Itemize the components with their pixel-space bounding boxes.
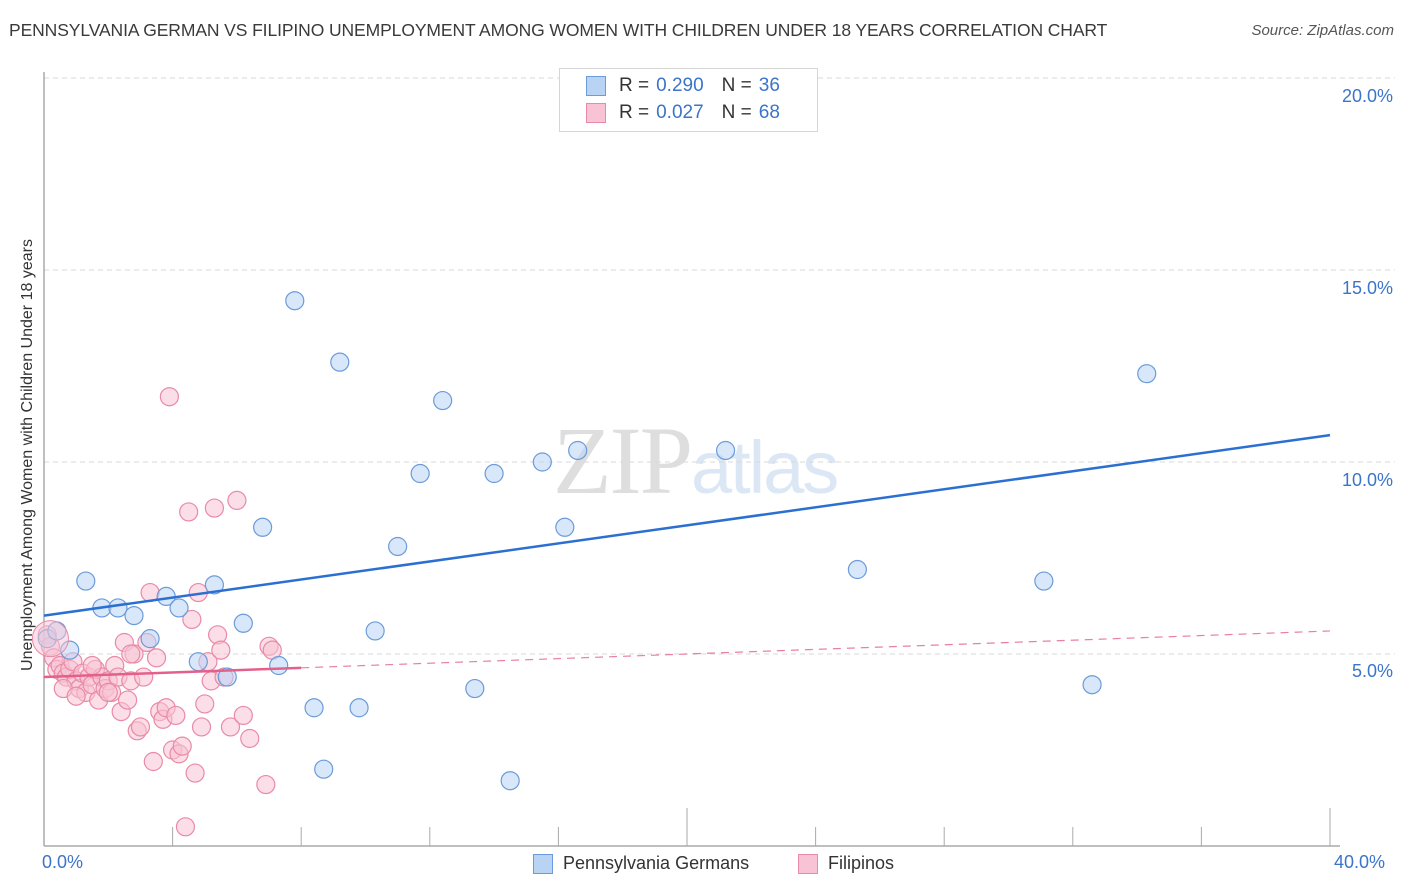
- legend-label-filipinos: Filipinos: [828, 853, 895, 873]
- pennsylvania-german-point: [269, 655, 289, 676]
- filipino-point: [233, 705, 253, 726]
- legend-row-pennsylvania-germans: R = 0.290 N = 36: [586, 74, 780, 98]
- filipino-point: [134, 667, 154, 687]
- filipino-point: [98, 682, 118, 703]
- filipino-point: [117, 690, 138, 710]
- blue-swatch-icon: [533, 853, 553, 874]
- filipino-point: [195, 694, 215, 714]
- pennsylvania-german-point: [330, 352, 350, 372]
- filipino-point: [220, 717, 241, 737]
- pennsylvania-german-point: [484, 463, 504, 484]
- x-tick-min: 0.0%: [42, 852, 84, 872]
- source-label: Source: ZipAtlas.com: [1251, 22, 1394, 39]
- pennsylvania-german-point: [847, 559, 867, 580]
- pennsylvania-german-point: [388, 536, 408, 557]
- filipino-point: [175, 817, 196, 837]
- filipino-point: [159, 387, 179, 407]
- pennsylvania-german-point: [568, 440, 588, 461]
- legend-label-pennsylvania-germans: Pennsylvania Germans: [563, 853, 750, 873]
- filipino-point: [191, 717, 212, 737]
- pennsylvania-german-point: [314, 759, 334, 779]
- pennsylvania-german-point: [304, 698, 324, 718]
- n-label: N =: [721, 102, 752, 123]
- n-value: 36: [758, 75, 780, 96]
- pink-swatch-icon: [586, 103, 606, 123]
- legend-item-pennsylvania-germans[interactable]: Pennsylvania Germans: [533, 853, 749, 874]
- filipino-point: [82, 655, 102, 676]
- correlation-legend: R = 0.290 N = 36 R = 0.027 N = 68: [559, 68, 818, 132]
- filipino-point: [256, 774, 276, 795]
- chart-title: PENNSYLVANIA GERMAN VS FILIPINO UNEMPLOY…: [9, 20, 1108, 40]
- filipino-point: [240, 728, 260, 749]
- pennsylvania-german-point: [410, 463, 430, 484]
- pennsylvania-german-point: [532, 452, 552, 472]
- y-tick-5: 5.0%: [1351, 661, 1393, 681]
- pennsylvania-german-point: [1082, 675, 1102, 695]
- filipino-point: [130, 717, 151, 737]
- filipino-point: [172, 736, 192, 756]
- r-label: R =: [619, 75, 650, 96]
- pennsylvania-german-point: [204, 575, 224, 595]
- pennsylvania-german-point: [285, 291, 305, 311]
- filipino-point: [204, 498, 224, 518]
- y-tick-15: 15.0%: [1341, 278, 1393, 298]
- pennsylvania-german-point: [365, 621, 385, 641]
- pennsylvania-german-point: [555, 517, 575, 537]
- pennsylvania-german-point: [233, 613, 253, 633]
- blue-swatch-icon: [586, 76, 606, 96]
- pennsylvania-german-trendline: [43, 433, 1331, 617]
- filipino-point-large: [31, 620, 69, 658]
- r-label: R =: [619, 102, 650, 123]
- pink-swatch-icon: [798, 853, 818, 874]
- filipino-trendline: [43, 666, 302, 679]
- pennsylvania-german-point: [169, 598, 189, 618]
- n-value: 68: [758, 102, 780, 123]
- pennsylvania-german-point: [465, 678, 485, 699]
- filipino-point: [182, 609, 202, 630]
- pennsylvania-german-point: [253, 517, 273, 537]
- filipino-point: [185, 763, 205, 783]
- r-value: 0.027: [656, 102, 704, 123]
- r-value: 0.290: [656, 75, 704, 96]
- filipino-point: [66, 686, 86, 706]
- pennsylvania-german-point: [500, 771, 520, 791]
- filipino-point: [121, 644, 141, 664]
- legend-item-filipinos[interactable]: Filipinos: [798, 853, 894, 874]
- pennsylvania-german-point: [140, 629, 160, 649]
- pennsylvania-german-point: [124, 605, 144, 626]
- filipino-point: [179, 502, 199, 522]
- pennsylvania-german-point: [108, 598, 128, 618]
- pennsylvania-german-point: [217, 667, 237, 687]
- filipino-trendline-extension: [301, 630, 1331, 669]
- filipino-point: [227, 490, 247, 510]
- filipino-point: [166, 705, 186, 726]
- x-tick-max: 40.0%: [1334, 852, 1386, 872]
- filipino-point: [143, 751, 163, 772]
- y-axis-title: Unemployment Among Women with Children U…: [19, 239, 36, 671]
- y-tick-20: 20.0%: [1341, 86, 1393, 106]
- legend-row-filipinos: R = 0.027 N = 68: [586, 101, 780, 125]
- pennsylvania-german-point: [188, 652, 208, 672]
- pennsylvania-german-point: [433, 390, 453, 411]
- filipino-point: [211, 640, 231, 660]
- pennsylvania-german-point: [1034, 571, 1054, 591]
- pennsylvania-german-point: [1137, 364, 1157, 384]
- filipino-point: [146, 648, 167, 668]
- pennsylvania-german-point: [76, 571, 96, 591]
- pennsylvania-german-point: [349, 698, 369, 718]
- n-label: N =: [721, 75, 752, 96]
- pennsylvania-german-point: [715, 440, 736, 461]
- y-tick-10: 10.0%: [1341, 470, 1393, 490]
